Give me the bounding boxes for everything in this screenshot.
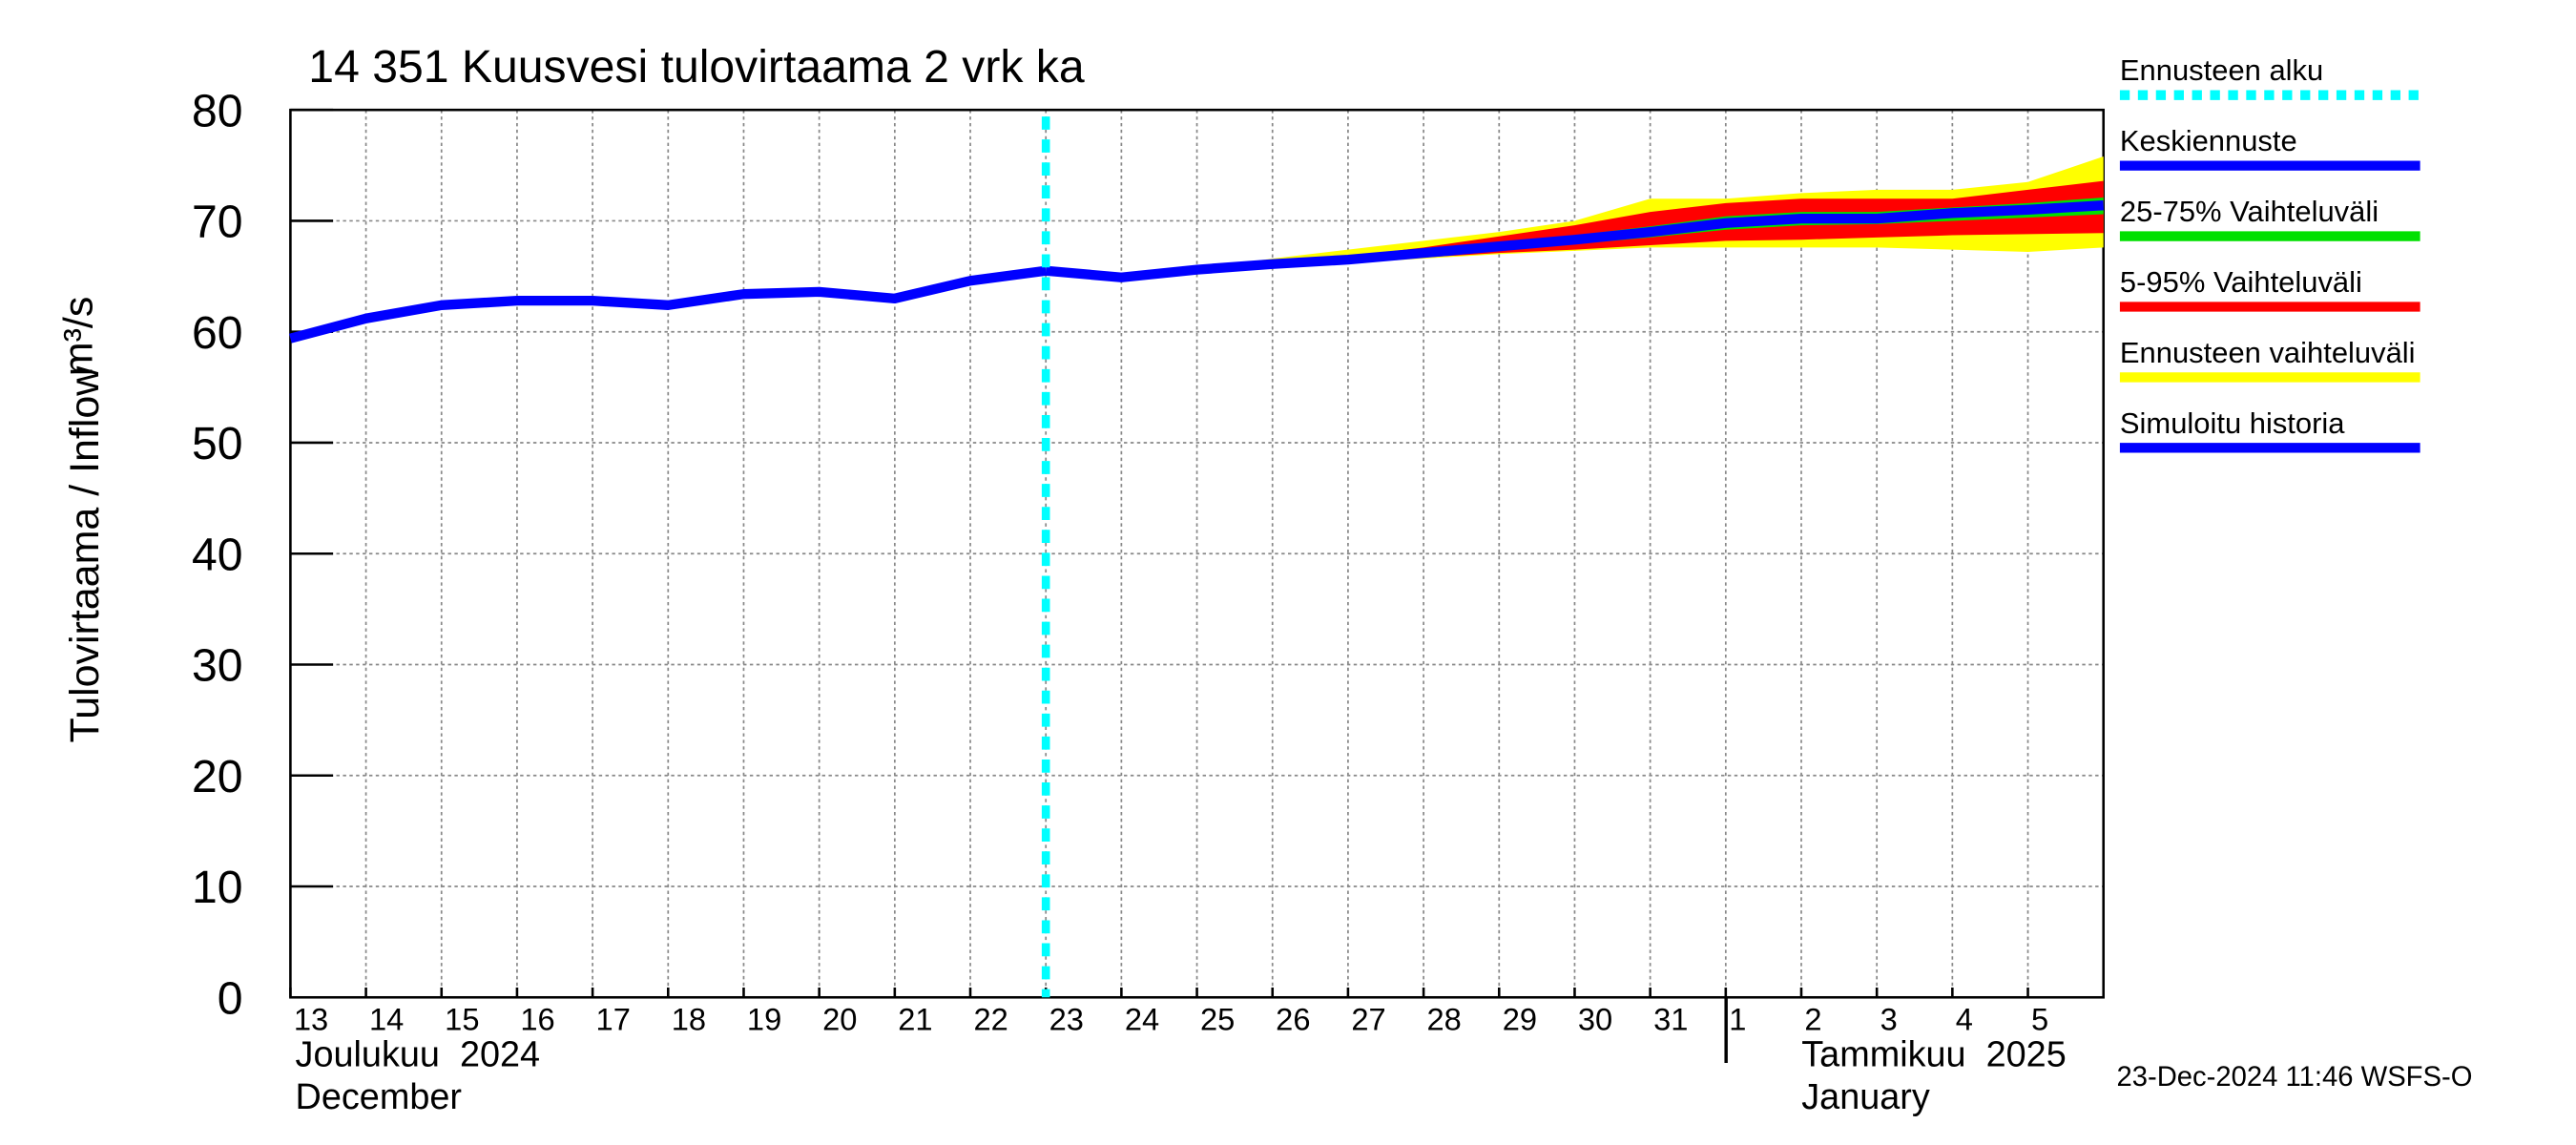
x-tick-label: 15: [445, 1002, 479, 1037]
x-tick-label: 18: [672, 1002, 706, 1037]
x-tick-label: 29: [1503, 1002, 1537, 1037]
plot-frame: [289, 108, 2106, 999]
month-label: Tammikuu 2025: [1801, 1034, 2066, 1074]
y-axis-unit: m³/s: [55, 297, 101, 377]
y-tick-label: 50: [192, 418, 243, 469]
y-axis-label: Tulovirtaama / Inflow: [62, 365, 108, 743]
y-tick-label: 10: [192, 862, 243, 913]
x-tick-label: 28: [1427, 1002, 1462, 1037]
x-tick-label: 3: [1880, 1002, 1898, 1037]
x-tick-label: 16: [520, 1002, 554, 1037]
series-line: [1045, 200, 2105, 282]
x-tick-label: 20: [822, 1002, 857, 1037]
month-label: Joulukuu 2024: [296, 1034, 541, 1074]
month-label: January: [1801, 1077, 1930, 1117]
chart-title: 14 351 Kuusvesi tulovirtaama 2 vrk ka: [308, 41, 1085, 93]
x-tick-label: 1: [1729, 1002, 1746, 1037]
legend-label: Ennusteen alku: [2120, 53, 2323, 87]
x-tick-label: 14: [369, 1002, 404, 1037]
x-tick-label: 23: [1049, 1002, 1084, 1037]
x-tick-label: 19: [747, 1002, 781, 1037]
legend-label: Simuloitu historia: [2120, 406, 2345, 440]
legend-label: 5-95% Vaihteluväli: [2120, 265, 2362, 299]
x-tick-label: 4: [1956, 1002, 1973, 1037]
x-tick-label: 17: [596, 1002, 631, 1037]
x-tick-label: 27: [1351, 1002, 1385, 1037]
x-tick-label: 5: [2031, 1002, 2048, 1037]
y-tick-label: 70: [192, 197, 243, 248]
x-tick-label: 25: [1200, 1002, 1235, 1037]
timestamp: 23-Dec-2024 11:46 WSFS-O: [2116, 1062, 2472, 1093]
legend-label: Ennusteen vaihteluväli: [2120, 336, 2416, 369]
x-tick-label: 26: [1276, 1002, 1310, 1037]
y-tick-label: 60: [192, 307, 243, 359]
y-tick-label: 0: [218, 972, 243, 1024]
legend-label: Keskiennuste: [2120, 124, 2297, 157]
x-tick-label: 22: [973, 1002, 1008, 1037]
y-tick-label: 30: [192, 640, 243, 692]
x-tick-label: 31: [1653, 1002, 1688, 1037]
x-tick-label: 13: [294, 1002, 328, 1037]
x-tick-label: 24: [1125, 1002, 1159, 1037]
y-tick-label: 80: [192, 85, 243, 136]
y-tick-label: 40: [192, 529, 243, 580]
month-label: December: [296, 1077, 462, 1117]
legend-label: 25-75% Vaihteluväli: [2120, 195, 2379, 228]
x-tick-label: 21: [898, 1002, 932, 1037]
x-tick-label: 30: [1578, 1002, 1612, 1037]
y-tick-label: 20: [192, 751, 243, 802]
series-line: [289, 265, 1047, 344]
x-tick-label: 2: [1804, 1002, 1821, 1037]
